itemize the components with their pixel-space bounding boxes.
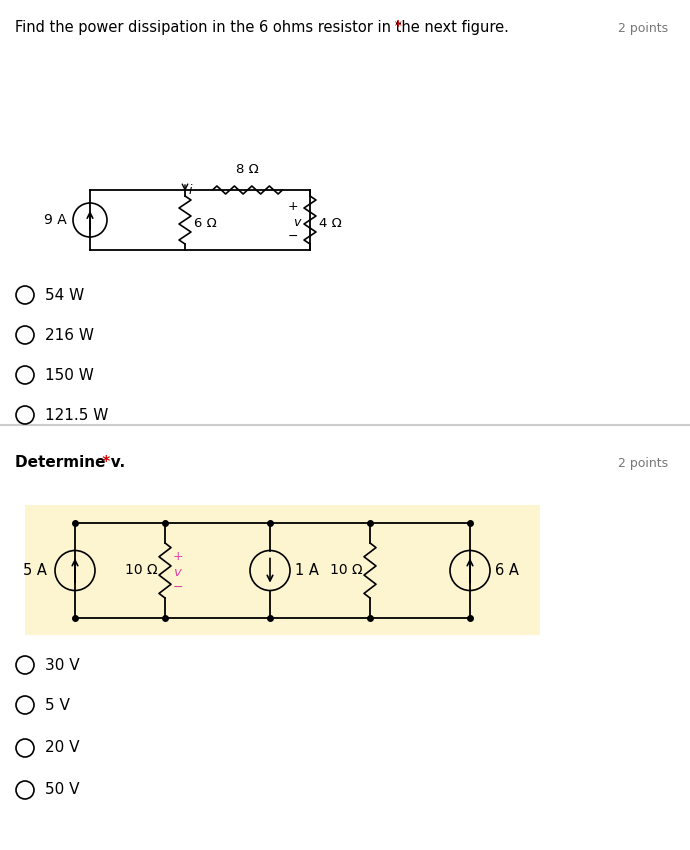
Text: 150 W: 150 W	[45, 367, 94, 382]
Text: 5 A: 5 A	[23, 563, 47, 578]
Text: v: v	[173, 566, 181, 579]
Text: 9 A: 9 A	[44, 213, 67, 227]
Text: 121.5 W: 121.5 W	[45, 407, 108, 422]
Text: 10 Ω: 10 Ω	[331, 564, 363, 577]
Text: 1 A: 1 A	[295, 563, 319, 578]
Text: *: *	[97, 455, 110, 470]
Text: 30 V: 30 V	[45, 658, 79, 672]
Text: *: *	[390, 20, 402, 35]
Text: 4 Ω: 4 Ω	[319, 217, 342, 230]
Text: 5 V: 5 V	[45, 698, 70, 712]
Text: Find the power dissipation in the 6 ohms resistor in the next figure.: Find the power dissipation in the 6 ohms…	[15, 20, 509, 35]
FancyBboxPatch shape	[25, 505, 540, 635]
Text: Determine v.: Determine v.	[15, 455, 125, 470]
Text: 2 points: 2 points	[618, 22, 668, 35]
Text: 6 Ω: 6 Ω	[194, 217, 217, 230]
Text: −: −	[288, 230, 298, 242]
Text: 216 W: 216 W	[45, 327, 94, 343]
Text: i: i	[189, 184, 193, 197]
Text: 10 Ω: 10 Ω	[126, 564, 158, 577]
Text: 2 points: 2 points	[618, 457, 668, 470]
Text: v: v	[293, 216, 300, 229]
Text: 6 A: 6 A	[495, 563, 519, 578]
Text: 50 V: 50 V	[45, 783, 79, 797]
Text: 54 W: 54 W	[45, 287, 84, 303]
Text: 8 Ω: 8 Ω	[236, 163, 259, 176]
Text: 20 V: 20 V	[45, 740, 79, 756]
Text: −: −	[173, 581, 184, 594]
Text: +: +	[287, 200, 298, 212]
Text: +: +	[173, 550, 184, 563]
